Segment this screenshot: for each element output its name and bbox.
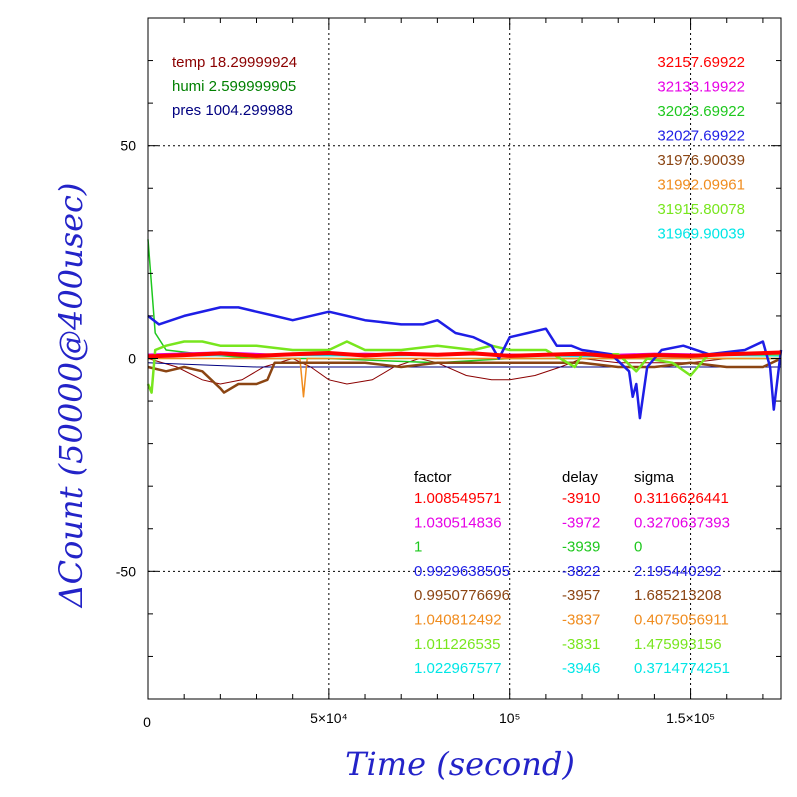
table-cell: 0.9950776696	[414, 587, 510, 604]
y-tick-label: 0	[128, 351, 136, 367]
series-line-2	[147, 239, 781, 364]
table-cell: 1.685213208	[634, 587, 722, 604]
count-value: 31976.90039	[657, 152, 745, 169]
y-tick-label: -50	[116, 563, 136, 579]
env-reading: pres 1004.299988	[172, 102, 293, 119]
series-line-pres	[147, 362, 781, 368]
table-cell: 0.4075056911	[634, 612, 729, 629]
env-reading: temp 18.29999924	[172, 54, 297, 71]
table-header: sigma	[634, 469, 675, 486]
table-cell: 0.3116626441	[634, 490, 729, 507]
series-layer	[146, 239, 783, 420]
table-cell: 0.3270637393	[634, 514, 730, 531]
table-cell: 1.022967577	[414, 660, 502, 677]
table-cell: 1	[414, 539, 422, 556]
environment-legend: temp 18.29999924 humi 2.599999905 pres 100…	[172, 54, 297, 119]
x-tick-label: 5×10⁴	[310, 710, 348, 726]
table-cell: -3946	[562, 660, 600, 677]
table-cell: 2.195440292	[634, 563, 722, 580]
tick-label-layer: 5×10⁴ 10⁵ 1.5×10⁵ 0 50 0 -50	[116, 138, 715, 730]
count-value: 31915.80078	[657, 201, 745, 218]
table-cell: 1.040812492	[414, 612, 502, 629]
x-axis-title: Time (second)	[345, 745, 575, 783]
table-cell: 1.030514836	[414, 514, 502, 531]
count-value: 32027.69922	[657, 128, 745, 145]
table-cell: 0.9929638505	[414, 563, 510, 580]
series-line-4	[147, 357, 782, 394]
table-cell: -3957	[562, 587, 600, 604]
count-value: 31969.90039	[657, 226, 745, 243]
table-header: factor	[414, 469, 452, 486]
table-cell: 1.475993156	[634, 636, 722, 653]
series-line-6	[146, 340, 781, 394]
table-cell: 0	[634, 539, 642, 556]
x-tick-label: 1.5×10⁵	[666, 710, 715, 726]
table-cell: -3831	[562, 636, 600, 653]
count-value: 32133.19922	[657, 79, 745, 96]
y-axis-title: ΔCount (50000@400usec)	[52, 183, 90, 610]
fit-parameter-table: factor delay sigma 1.008549571 -3910 0.311662…	[414, 469, 730, 677]
count-value: 32023.69922	[657, 103, 745, 120]
count-value: 32157.69922	[657, 54, 745, 71]
x-tick-label: 10⁵	[499, 710, 520, 726]
table-cell: -3910	[562, 490, 600, 507]
table-cell: -3939	[562, 539, 600, 556]
table-cell: 0.3714774251	[634, 660, 730, 677]
env-reading: humi 2.599999905	[172, 78, 296, 95]
count-legend: 32157.69922 32133.19922 32023.69922 32027.6…	[657, 54, 745, 243]
x-origin-label: 0	[143, 714, 151, 730]
series-line-5	[148, 357, 781, 398]
axes-layer	[147, 17, 782, 700]
table-cell: -3972	[562, 514, 600, 531]
count-value: 31992.09961	[657, 177, 745, 194]
table-cell: -3822	[562, 563, 600, 580]
table-cell: 1.011226535	[414, 636, 500, 653]
series-line-3	[147, 306, 783, 420]
table-header: delay	[562, 469, 598, 486]
table-cell: -3837	[562, 612, 600, 629]
series-line-0	[147, 350, 782, 359]
table-cell: 1.008549571	[414, 490, 502, 507]
y-tick-label: 50	[120, 138, 136, 154]
